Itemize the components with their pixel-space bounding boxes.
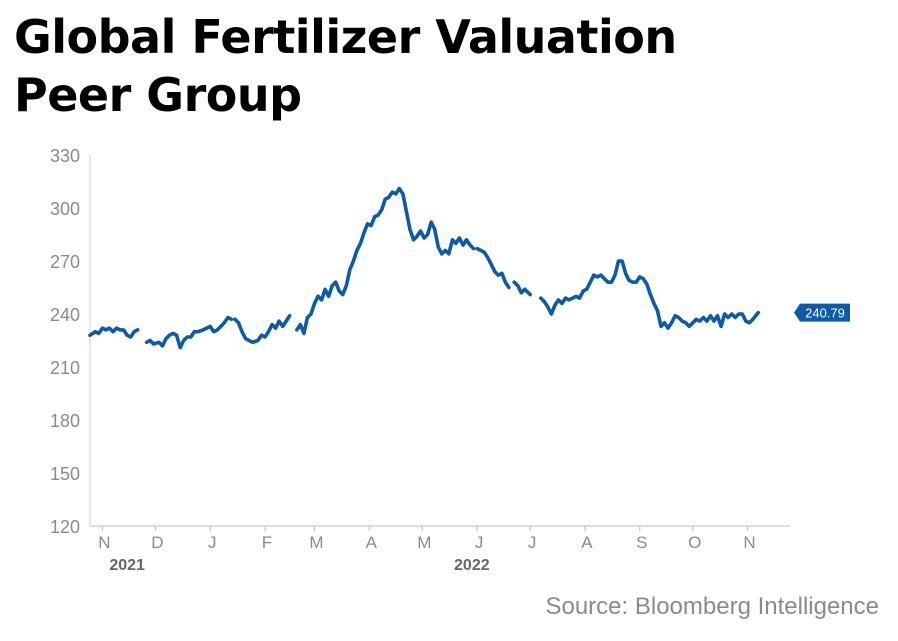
series-segment [88,326,140,339]
source-note: Source: Bloomberg Intelligence [545,593,879,620]
x-tick-label: J [475,533,484,552]
y-tick-label: 150 [50,464,80,484]
y-tick-label: 240 [50,305,80,325]
series-segment [233,314,292,345]
chart-title-line1: Global Fertilizer Valuation [14,10,677,64]
x-tick-label: N [98,533,110,552]
x-tick-label: A [366,533,378,552]
x-tick-label: M [309,533,323,552]
y-tick-labels: 120 150 180 210 240 270 300 330 [50,146,80,537]
year-label: 2022 [454,557,490,574]
x-tick-label: F [262,533,272,552]
x-tick-label: M [417,533,431,552]
x-tick-label: D [151,533,163,552]
last-value-tag [794,303,850,322]
x-tick-label: A [581,533,593,552]
x-tick-label: S [636,533,647,552]
year-label: 2021 [109,557,145,574]
series-lines [88,186,760,350]
series-segment [144,315,234,350]
x-tick-label: O [688,533,701,552]
y-tick-label: 210 [50,358,80,378]
y-tick-label: 120 [50,517,80,537]
series-segment [539,259,760,330]
y-tick-label: 270 [50,252,80,272]
y-tick-label: 330 [50,146,80,166]
last-value-text: 240.79 [805,306,845,321]
chart-title: Global Fertilizer Valuation Peer Group [14,8,677,124]
x-tick-label: N [743,533,755,552]
series-segment [475,246,511,290]
series-segment [295,186,476,336]
x-tick-label: J [528,533,537,552]
last-value-label: 240.79 [794,303,850,322]
y-tick-label: 300 [50,199,80,219]
series-segment [512,280,532,297]
year-labels: 2021 2022 [109,557,489,574]
x-tick-label: J [208,533,217,552]
chart-title-line2: Peer Group [14,68,302,122]
y-tick-label: 180 [50,411,80,431]
